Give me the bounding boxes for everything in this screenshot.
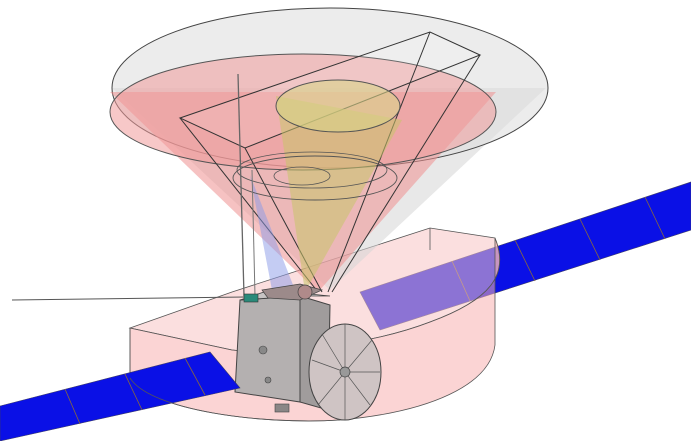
field-of-view-cones: [109, 7, 549, 297]
boom-line: [11, 296, 246, 301]
solar-panel-front: [0, 351, 241, 441]
high-gain-antenna-dish: [308, 323, 382, 421]
yellow-cone-rim: [275, 79, 401, 133]
instrument-box: [243, 293, 259, 303]
